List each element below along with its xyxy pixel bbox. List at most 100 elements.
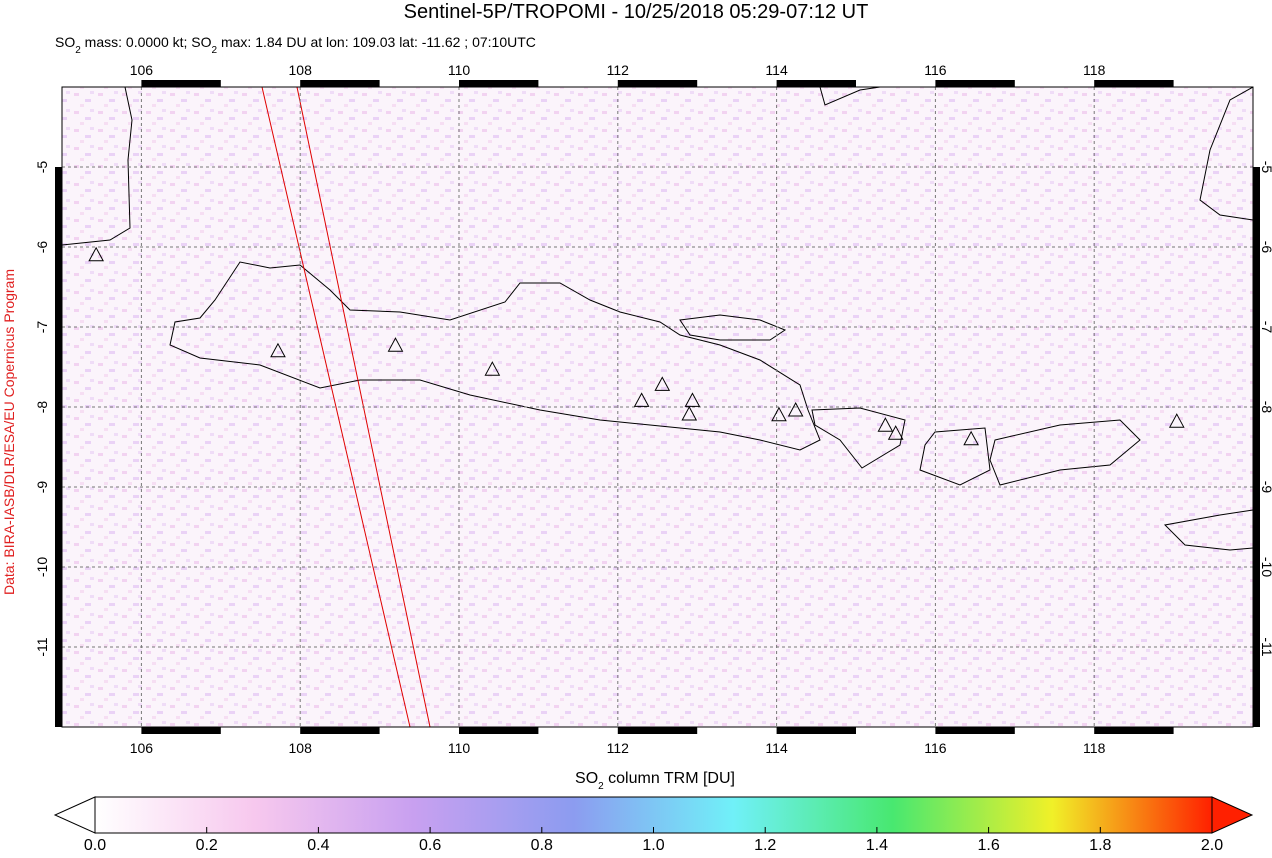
- title: Sentinel-5P/TROPOMI - 10/25/2018 05:29-0…: [404, 1, 869, 23]
- volcano: [88, 246, 104, 262]
- y-tick-label: -6: [34, 241, 50, 254]
- tick-band: [55, 407, 62, 487]
- text-part: SO: [55, 34, 75, 50]
- tick-band: [459, 80, 539, 87]
- x-tick-label: 114: [765, 740, 788, 756]
- volcano: [270, 342, 286, 358]
- tick-band: [617, 727, 698, 734]
- colorbar-tick-label: 0.4: [307, 837, 329, 853]
- java: [169, 261, 821, 451]
- colorbar-tick-label: 1.6: [977, 837, 999, 853]
- volcano: [633, 392, 650, 407]
- tick-band: [141, 727, 221, 734]
- x-tick-label: 112: [607, 740, 630, 756]
- credit: Data: BIRA-IASB/DLR/ESA/EU Copernicus Pr…: [1, 269, 17, 595]
- tick-band: [300, 80, 380, 87]
- grid: [62, 87, 1253, 727]
- x-tick-label: 118: [1083, 62, 1106, 78]
- colorbar-label: SO2 column TRM [DU]: [575, 770, 735, 792]
- tick-band: [55, 167, 62, 247]
- tick-band: [300, 727, 380, 734]
- x-tick-label: 112: [607, 62, 630, 78]
- colorbar-tick-label: 1.2: [754, 837, 776, 853]
- y-tick-label: -11: [1259, 637, 1272, 656]
- madura: [679, 314, 787, 341]
- colorbar-tick-label: 1.8: [1089, 837, 1111, 853]
- x-tick-label: 106: [130, 62, 154, 78]
- volcano: [484, 361, 501, 376]
- tick-band: [1253, 407, 1260, 487]
- subscript: 2: [212, 45, 218, 56]
- colorbar-tick-label: 0.2: [196, 837, 218, 853]
- tick-band: [617, 80, 698, 87]
- tick-band: [776, 80, 856, 87]
- volcano: [877, 417, 894, 432]
- volcano: [771, 406, 787, 422]
- y-tick-label: -5: [1259, 161, 1272, 174]
- axes: 106 106 108 108 110 110 112 112 114 114 116 116 118 1…: [34, 62, 1272, 756]
- volcano: [684, 392, 701, 407]
- tick-band: [935, 80, 1015, 87]
- tick-band: [1253, 647, 1260, 727]
- tick-band: [1094, 727, 1174, 734]
- subscript: 2: [598, 781, 604, 792]
- volcano: [681, 405, 698, 421]
- bali: [811, 407, 906, 469]
- y-tick-label: -7: [34, 321, 50, 334]
- tick-band: [1253, 327, 1260, 407]
- x-tick-label: 108: [289, 740, 313, 756]
- tick-band: [1253, 487, 1260, 567]
- colorbar-tick-label: 0.6: [419, 837, 441, 853]
- volcano: [387, 337, 404, 352]
- subtitle: SO2 mass: 0.0000 kt; SO2 max: 1.84 DU at…: [55, 34, 536, 56]
- text-part: SO: [575, 770, 598, 787]
- sumbawa: [989, 419, 1141, 486]
- y-tick-label: -5: [34, 161, 50, 174]
- tick-band: [935, 727, 1015, 734]
- colorbar-tick-label: 0.8: [531, 837, 553, 853]
- y-tick-label: -11: [34, 637, 50, 656]
- colorbar-under: [53, 796, 96, 834]
- tick-band: [459, 727, 539, 734]
- colorbar-tick-label: 1.4: [866, 837, 888, 853]
- sulawesi: [1199, 87, 1253, 221]
- y-tick-label: -7: [1259, 321, 1272, 334]
- text-part: mass: 0.0000 kt; SO: [81, 34, 212, 50]
- tick-band: [55, 327, 62, 407]
- tick-band: [55, 647, 62, 727]
- y-tick-label: -9: [1259, 481, 1272, 494]
- colorbar-tick-label: 2.0: [1201, 837, 1223, 853]
- x-tick-label: 110: [448, 740, 471, 756]
- volcano: [1168, 413, 1185, 428]
- volcano: [963, 430, 979, 446]
- y-tick-label: -8: [34, 401, 50, 414]
- x-tick-label: 110: [448, 62, 471, 78]
- tick-band: [1253, 167, 1260, 247]
- lombok: [919, 427, 991, 486]
- tick-band: [1253, 567, 1260, 647]
- sumba: [1163, 509, 1253, 551]
- text-part: column TRM [DU]: [604, 770, 735, 787]
- volcano: [887, 425, 904, 440]
- volcano: [787, 401, 804, 417]
- x-tick-label: 116: [924, 62, 947, 78]
- tick-band: [55, 567, 62, 647]
- tick-band: [141, 80, 221, 87]
- y-tick-label: -10: [34, 557, 50, 577]
- coastlines: [62, 87, 1253, 551]
- x-tick-label: 108: [289, 62, 313, 78]
- tick-band: [1253, 247, 1260, 327]
- text-part: max: 1.84 DU at lon: 109.03 lat: -11.62 …: [217, 34, 536, 50]
- y-tick-label: -9: [34, 481, 50, 494]
- subscript: 2: [75, 45, 81, 56]
- colorbar-tick-label: 1.0: [642, 837, 664, 853]
- tick-band: [55, 487, 62, 567]
- y-tick-label: -6: [1259, 241, 1272, 254]
- tick-band: [1094, 80, 1174, 87]
- sumatra: [62, 87, 133, 246]
- tick-band: [55, 247, 62, 327]
- y-tick-label: -8: [1259, 401, 1272, 414]
- x-tick-label: 114: [765, 62, 788, 78]
- x-tick-label: 118: [1083, 740, 1106, 756]
